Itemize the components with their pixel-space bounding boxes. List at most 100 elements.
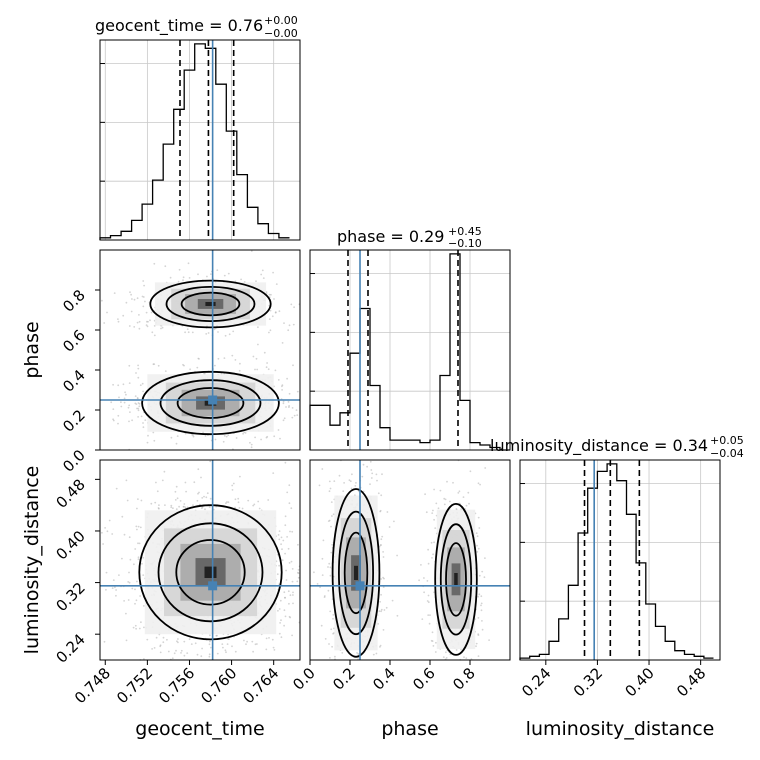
scatter-point — [289, 616, 292, 619]
scatter-point — [101, 531, 103, 534]
scatter-point — [478, 527, 481, 529]
scatter-point — [354, 485, 357, 487]
scatter-point — [287, 401, 290, 403]
scatter-point — [108, 519, 111, 522]
scatter-point — [291, 407, 294, 409]
scatter-point — [228, 333, 231, 336]
scatter-point — [288, 405, 290, 407]
density-cell — [205, 302, 216, 306]
scatter-point — [291, 530, 294, 533]
scatter-point — [151, 331, 154, 334]
scatter-point — [443, 497, 446, 500]
scatter-point — [187, 331, 190, 334]
scatter-point — [138, 314, 140, 316]
scatter-point — [426, 600, 429, 602]
scatter-point — [382, 576, 384, 579]
scatter-point — [143, 658, 145, 660]
y-tick-label: 0.6 — [59, 326, 89, 356]
scatter-point — [480, 609, 483, 612]
scatter-point — [135, 525, 138, 528]
scatter-point — [159, 651, 162, 654]
scatter-point — [128, 420, 130, 423]
scatter-point — [272, 472, 275, 474]
scatter-point — [483, 576, 486, 579]
scatter-point — [153, 363, 156, 365]
scatter-point — [266, 435, 269, 438]
scatter-point — [281, 559, 284, 562]
scatter-point — [153, 334, 156, 337]
scatter-point — [128, 581, 131, 584]
scatter-point — [115, 589, 117, 591]
scatter-point — [160, 327, 162, 330]
scatter-point — [457, 492, 460, 494]
scatter-point — [133, 563, 135, 566]
scatter-point — [243, 431, 246, 434]
scatter-point — [127, 406, 130, 409]
scatter-point — [283, 591, 286, 594]
scatter-point — [164, 504, 166, 506]
scatter-point — [427, 548, 429, 551]
scatter-point — [279, 599, 282, 602]
scatter-point — [379, 646, 381, 648]
scatter-point — [183, 503, 186, 505]
scatter-point — [150, 311, 153, 314]
scatter-point — [283, 624, 285, 627]
scatter-point — [225, 435, 228, 438]
scatter-point — [370, 477, 373, 479]
scatter-point — [138, 542, 141, 545]
scatter-point — [257, 343, 259, 346]
scatter-point — [234, 498, 237, 501]
scatter-point — [252, 504, 255, 507]
scatter-point — [227, 434, 230, 436]
scatter-point — [349, 480, 352, 483]
scatter-point — [146, 441, 149, 444]
xlabel-phase: phase — [381, 718, 438, 740]
scatter-point — [477, 617, 480, 619]
contour-line — [337, 510, 374, 636]
scatter-point — [445, 657, 448, 659]
scatter-point — [288, 324, 291, 327]
scatter-point — [281, 389, 283, 391]
scatter-point — [284, 524, 287, 527]
scatter-point — [164, 265, 167, 268]
scatter-point — [292, 602, 294, 605]
scatter-point — [179, 500, 182, 502]
scatter-point — [278, 564, 280, 567]
scatter-point — [282, 402, 285, 405]
scatter-point — [190, 643, 193, 645]
title-geocent-time: geocent_time = 0.76 — [95, 16, 263, 36]
scatter-point — [429, 614, 431, 616]
scatter-point — [245, 643, 247, 646]
scatter-point — [239, 362, 241, 365]
scatter-point — [146, 320, 148, 323]
x-tick-label: 0.8 — [449, 664, 479, 694]
scatter-point — [433, 541, 435, 544]
scatter-point — [135, 599, 138, 602]
scatter-point — [292, 591, 294, 594]
scatter-point — [142, 574, 145, 576]
scatter-point — [329, 574, 332, 577]
scatter-point — [204, 508, 206, 511]
scatter-point — [131, 298, 133, 300]
scatter-point — [136, 507, 138, 510]
scatter-point — [273, 298, 275, 300]
scatter-point — [313, 571, 315, 574]
scatter-point — [380, 494, 383, 497]
scatter-point — [103, 322, 106, 324]
scatter-point — [475, 645, 477, 648]
scatter-point — [388, 526, 391, 528]
scatter-point — [477, 595, 479, 598]
scatter-point — [176, 497, 179, 500]
scatter-point — [375, 652, 378, 655]
scatter-point — [366, 465, 368, 468]
scatter-point — [476, 551, 479, 553]
scatter-point — [425, 511, 428, 514]
density-cell — [454, 573, 458, 586]
scatter-point — [216, 634, 218, 637]
scatter-point — [238, 369, 241, 372]
scatter-point — [288, 562, 291, 564]
scatter-point — [418, 579, 420, 582]
scatter-point — [296, 390, 299, 393]
scatter-point — [125, 301, 128, 304]
